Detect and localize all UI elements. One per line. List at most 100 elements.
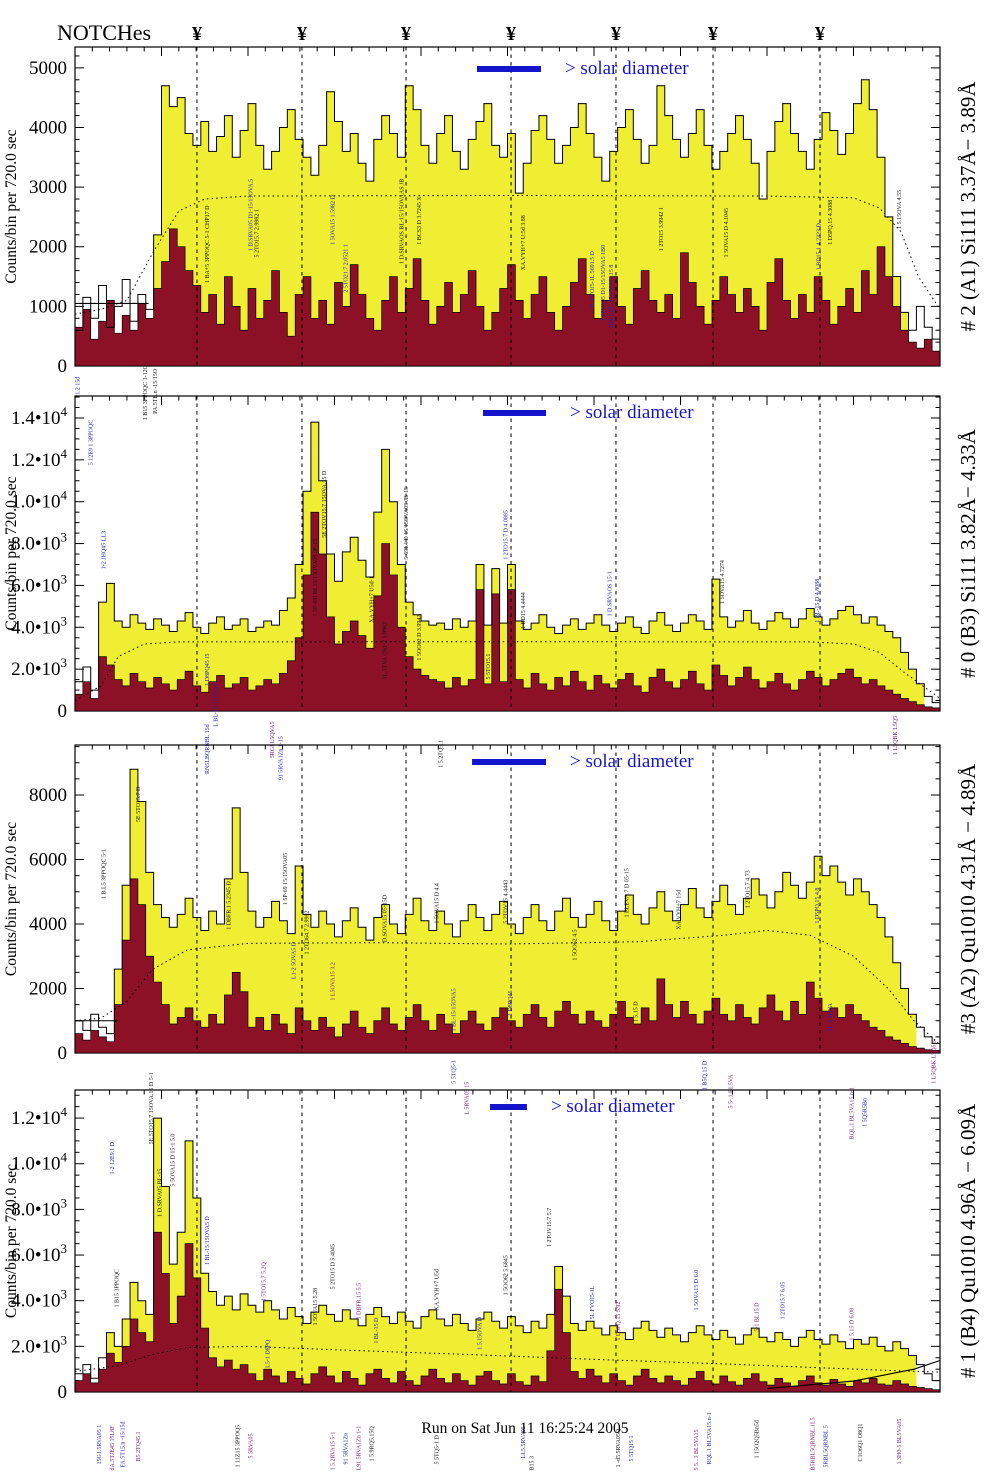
line-annotation: RQL.1 BL5VA15.n-1 <box>850 1087 856 1139</box>
line-annotation: 1 5.15 D <box>633 1001 639 1023</box>
y-tick-label: 0 <box>58 701 68 722</box>
y-tick-label: 1.2•104 <box>11 1104 67 1129</box>
line-annotation: 1L.5TVA OS1-2 5.9982 <box>382 622 388 680</box>
line-annotation: 1 D.SRVA05 BL-15 <box>158 1169 164 1217</box>
line-annotation: 1 D5PQ.15 4.3088 <box>828 200 834 245</box>
y-tick-label: 5000 <box>29 58 67 79</box>
detector-label: # 2 (A1) Si111 3.37Å− 3.89Å <box>956 81 980 332</box>
line-annotation: XA.VYH+7 U:5d 3.88 <box>521 215 527 270</box>
line-annotation: B15 3 <box>529 1456 535 1471</box>
line-annotation: L1-2 5OVA5 D <box>292 941 298 979</box>
detector-label: # 1 (B4) Qu1010 4.96Å − 6.09Å <box>956 1103 980 1378</box>
line-annotation: 2 5TO21.7 2.0521 1 <box>343 244 349 292</box>
y-tick-label: 8.0•103 <box>11 530 67 555</box>
solar-diameter-label: > solar diameter <box>570 402 694 423</box>
line-annotation: 5-69L4 D 15/15OVA05 JB-15 <box>404 487 410 560</box>
line-annotations: 5 12E9 1 3PPOQC 1-2 JHQ45 LL3 1 D8PQ45 J5L… <box>88 420 898 781</box>
line-annotation: 1 L5QBK L5Q5 <box>893 716 899 755</box>
line-annotation: RN5LBQRNBL 15d <box>205 724 211 774</box>
line-annotation: 1 D8PQ45 <box>508 991 514 1017</box>
detector-label: # 0 (B3) Si111 3.82Å− 4.33Å <box>956 428 980 678</box>
line-annotation: 1-2 JHQ45 LL3 <box>101 531 107 569</box>
notch-yen-icon: ¥ <box>708 23 718 45</box>
line-annotation: 1 5OO62 5.6845 <box>504 1255 510 1295</box>
solar-diameter-bar <box>490 1104 527 1110</box>
model-curve <box>74 194 941 315</box>
y-tick-label: 1.4•104 <box>11 404 67 429</box>
line-annotation: B5 2TQ45 1 <box>136 1431 142 1461</box>
line-annotation: 1 BL-15 D <box>374 1317 380 1344</box>
line-annotation: 1 2TO15.7 6.05 <box>780 1282 786 1320</box>
detector-label: #3 (A2) Qu1010 4.31Å − 4.89Å <box>956 763 980 1034</box>
line-annotation: 1 -d5 5RVA05Q <box>616 1428 622 1467</box>
line-annotation: 5E 2TOV15.7 15OVA.15 D <box>322 470 328 538</box>
solar-diameter-label: > solar diameter <box>565 58 689 79</box>
line-annotation: 1 5OVA15 5.28 <box>313 1288 319 1326</box>
background-counts-series <box>74 228 941 367</box>
line-annotation: 1 5TO15.7 5.2Q <box>261 1262 267 1302</box>
line-annotation: 1 2TO15.7 4.73 <box>746 870 752 908</box>
line-annotation: 1 BD15 4.4444 <box>521 592 527 629</box>
line-annotation: 1 5P-69 15/15OVA05 <box>283 853 289 905</box>
notch-yen-icon: ¥ <box>506 23 516 45</box>
line-annotation: 1 5.9RQ5.15Q <box>369 1426 375 1462</box>
line-annotation: 91 5RVA1Zn <box>343 1433 349 1465</box>
histogram-outline <box>74 421 941 711</box>
line-annotation: 1-2 12E9.1 D <box>110 1141 116 1174</box>
y-tick-label: 0 <box>58 1043 68 1064</box>
y-tick-label: 2.0•103 <box>11 655 67 680</box>
y-tick-label: 6000 <box>29 849 67 870</box>
solar-diameter-bar <box>472 759 546 765</box>
line-annotation: XA.VYH+7 15d <box>677 890 683 930</box>
line-annotation: 5 5TQ5-1 D <box>434 1434 440 1464</box>
line-annotation: 5RBL5QRNBL 5 <box>824 1425 830 1467</box>
line-annotation: 1 B5Q.15 D <box>702 1060 708 1090</box>
background-counts-series <box>74 878 941 1054</box>
line-annotation: 5 5TQ5-1 <box>452 1060 458 1084</box>
line-annotation: 5 12E9 1 3PPOQC <box>88 420 94 466</box>
line-annotation: 5-1 BL15 D <box>754 1302 760 1332</box>
y-tick-label: 0 <box>58 1382 68 1403</box>
line-annotation: 91 5RVA1Zn 1-15 <box>279 736 285 780</box>
line-annotation: 1 5.2TQ5.1 <box>439 740 445 768</box>
notch-yen-icon: ¥ <box>401 23 411 45</box>
line-annotation: L BL-15/15OVA5 <box>214 683 220 727</box>
line-annotation: 1 5OVA15 4.7274 <box>720 560 726 604</box>
line-annotation: 5 5-.1 BL5VA <box>728 1074 734 1109</box>
line-annotation: 1 5.15 D 6.08 <box>850 1308 856 1341</box>
background-counts-series <box>74 1231 941 1393</box>
panel-b4: 0 2.0•103 4.0•103 6.0•103 8.0•103 1.0•104 1.2•… <box>3 1072 980 1470</box>
line-annotation: 1 5.2RVA15 5-1 <box>331 1432 337 1471</box>
solar-diameter-label: > solar diameter <box>570 751 694 772</box>
y-tick-label: 4.0•103 <box>11 1287 67 1312</box>
line-annotation: B5RBL5QRNBL.1L5 <box>811 1417 817 1470</box>
line-annotation: 1 2TO15 3.9942 1 <box>659 207 665 251</box>
line-annotation: XA.VYH+7 U5d-1 <box>369 576 375 622</box>
line-annotation: 1 5OO62 4.5 <box>573 929 579 960</box>
line-annotation: 1 D.SRVA05 D1-15/15OVA.5 <box>248 179 254 251</box>
line-annotation: 1 L5OVA15 3.2 <box>331 962 337 1000</box>
solid-curve <box>766 1359 941 1390</box>
y-tick-label: 2000 <box>29 978 67 999</box>
y-tick-label: 8.0•103 <box>11 1195 67 1220</box>
line-annotation: 5E 5TO15.7 D <box>136 786 142 822</box>
line-annotation: RQL.1 BL5VA15.n-1 <box>707 1412 713 1464</box>
line-annotation: 1 2TO64.7 2.9982 <box>305 911 311 955</box>
panel-b3: 0 2.0•103 4.0•103 6.0•103 8.0•103 1.0•104 1.2•… <box>3 395 980 781</box>
line-annotation: 5L FVOJ5-1L 5691.5 D <box>590 250 596 308</box>
line-annotation: 5L-1 5OVA <box>828 1002 834 1031</box>
line-annotation: 1 BL-15/15OVA5 <box>452 988 458 1031</box>
line-annotation: 1 2TO15.7 D 4.0885 <box>504 510 510 560</box>
line-annotation: PA.5TE.n -15/15O <box>153 368 159 414</box>
run-stamp: Run on Sat Jun 11 16:25:24 2005 <box>422 1420 629 1437</box>
line-annotation: 1 5OVA15 D 4.1045 <box>724 208 730 258</box>
line-annotation: 1 5.15OVA D <box>478 1316 484 1349</box>
line-annotation: 5RGI L5QVA5 <box>270 722 276 759</box>
line-annotation: 1 15O2Q5Bn5d <box>754 1420 760 1458</box>
y-tick-label: 1000 <box>29 296 67 317</box>
line-annotation: 1 SRVA05 D1-15/15OVA5 1B0 <box>601 245 607 321</box>
notch-yen-icon: ¥ <box>815 23 825 45</box>
line-annotations: 1 BA+5 3PPOQC 5-1 CHP17 D 1 D.SRVA05 D1-1… <box>75 179 903 421</box>
y-axis-title: Counts/bin per 720.0 sec <box>3 476 20 630</box>
y-tick-label: 1.2•104 <box>11 446 67 471</box>
